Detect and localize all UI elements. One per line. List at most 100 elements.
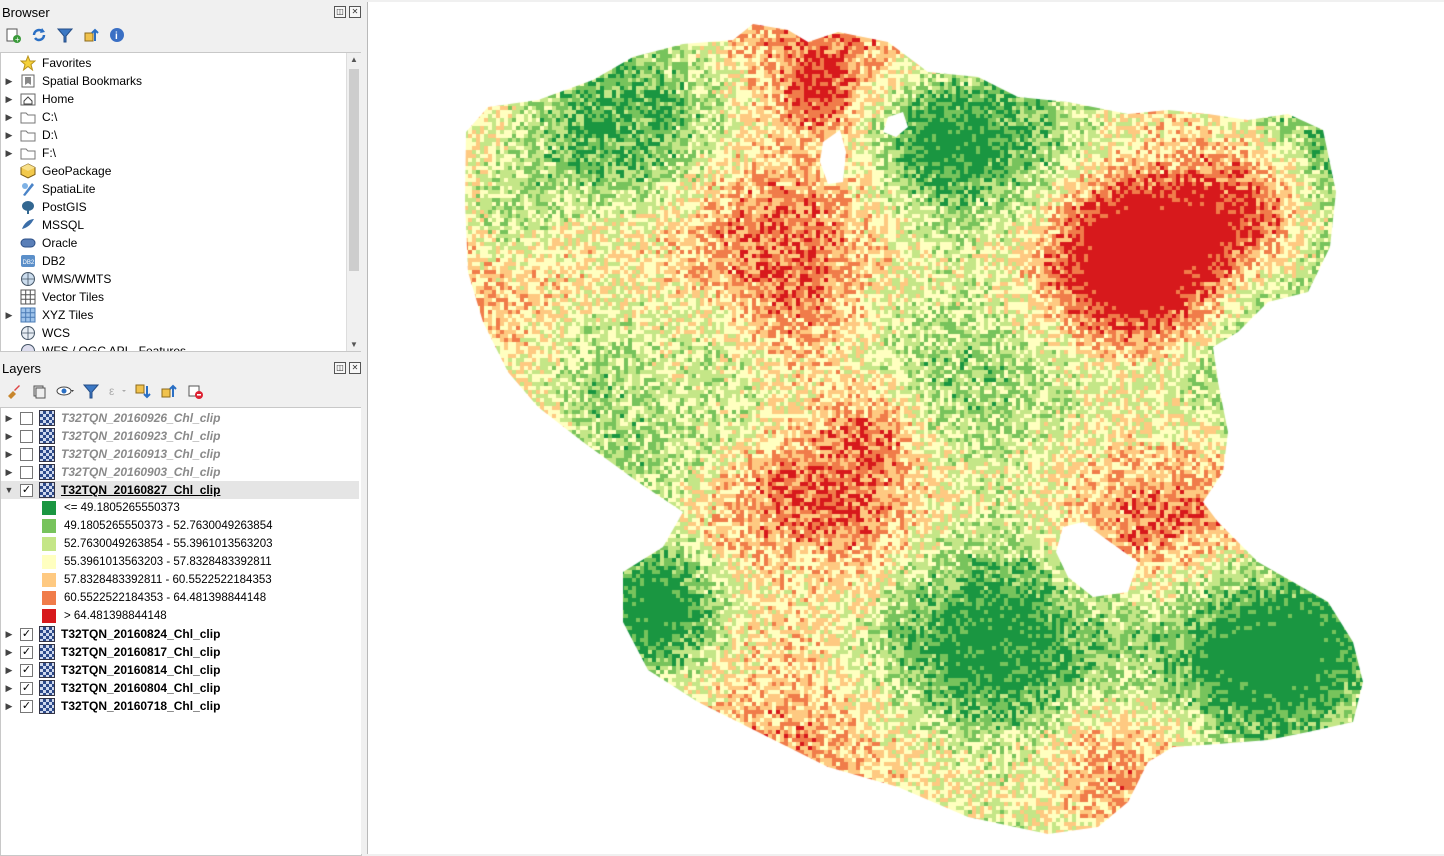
star-icon [20,55,36,71]
style-layer-button[interactable] [4,382,22,400]
layer-name: T32TQN_20160827_Chl_clip [61,483,221,497]
expand-arrow-icon[interactable]: ▶ [5,466,13,477]
browser-item-f[interactable]: ▶ F:\ [1,144,56,162]
expand-arrow-icon[interactable]: ▶ [5,628,13,639]
expand-arrow-icon[interactable]: ▶ [5,111,13,122]
browser-panel-title: Browser [2,5,50,20]
expand-all-button[interactable] [134,382,152,400]
add-layer-button[interactable]: + [4,26,22,44]
expand-arrow-icon[interactable]: ▶ [5,129,13,140]
browser-item-db2[interactable]: DB2 DB2 [1,252,65,270]
legend-label: 52.7630049263854 - 55.3961013563203 [64,538,273,550]
browser-item-label: XYZ Tiles [42,308,94,322]
float-panel-button[interactable]: ◫ [334,6,346,18]
remove-layer-button[interactable] [186,382,204,400]
browser-item-favorites[interactable]: Favorites [1,54,91,72]
browser-item-d[interactable]: ▶ D:\ [1,126,58,144]
raster-layer-icon [39,626,55,642]
filter-legend-button[interactable] [82,382,100,400]
eye-icon [56,386,74,396]
close-panel-button[interactable]: ✕ [349,6,361,18]
expand-arrow-icon[interactable]: ▶ [5,147,13,158]
expand-arrow-icon[interactable]: ▶ [5,448,13,459]
layer-item[interactable]: ▶ T32TQN_20160913_Chl_clip [1,445,359,463]
browser-item-xyz-tiles[interactable]: ▶ XYZ Tiles [1,306,93,324]
expand-arrow-icon[interactable]: ▶ [5,75,13,86]
close-layers-panel-button[interactable]: ✕ [349,362,361,374]
browser-item-label: D:\ [42,128,58,142]
layer-visibility-checkbox[interactable]: ✓ [20,699,33,713]
legend-swatch [42,555,56,569]
browser-item-label: Oracle [42,236,78,250]
expand-arrow-icon[interactable]: ▶ [5,412,13,423]
svg-text:ε: ε [109,384,115,398]
layer-visibility-checkbox[interactable]: ✓ [20,681,33,695]
layer-item[interactable]: ▼ ✓ T32TQN_20160827_Chl_clip [1,481,359,499]
layer-item[interactable]: ▶ T32TQN_20160923_Chl_clip [1,427,359,445]
float-layers-panel-button[interactable]: ◫ [334,362,346,374]
browser-item-spatialite[interactable]: SpatiaLite [1,180,95,198]
expand-arrow-icon[interactable]: ▶ [5,430,13,441]
browser-item-c[interactable]: ▶ C:\ [1,108,58,126]
map-canvas[interactable] [367,2,1444,854]
layer-name: T32TQN_20160923_Chl_clip [61,429,221,443]
collapse-all-button[interactable] [82,26,100,44]
layer-item[interactable]: ▶ ✓ T32TQN_20160817_Chl_clip [1,643,359,661]
layer-visibility-checkbox[interactable] [20,429,33,443]
layer-visibility-checkbox[interactable]: ✓ [20,627,33,641]
properties-button[interactable]: i [108,26,126,44]
legend-swatch [42,573,56,587]
oracle-icon [20,235,36,251]
add-group-icon [33,385,46,399]
layer-visibility-checkbox[interactable]: ✓ [20,645,33,659]
layer-item[interactable]: ▶ ✓ T32TQN_20160814_Chl_clip [1,661,359,679]
legend-swatch [42,609,56,623]
layer-item[interactable]: ▶ T32TQN_20160903_Chl_clip [1,463,359,481]
remove-layer-icon [188,385,203,399]
layer-name: T32TQN_20160804_Chl_clip [61,681,221,695]
add-group-button[interactable] [30,382,48,400]
collapse-arrow-icon[interactable]: ▼ [4,485,14,495]
browser-scrollbar[interactable]: ▲ ▼ [346,53,361,351]
expand-arrow-icon[interactable]: ▶ [5,309,13,320]
browser-item-wcs[interactable]: WCS [1,324,70,342]
browser-item-label: SpatiaLite [42,182,96,196]
collapse-all-layers-button[interactable] [160,382,178,400]
paintbrush-icon [8,385,20,399]
layer-item[interactable]: ▶ T32TQN_20160926_Chl_clip [1,409,359,427]
layer-visibility-checkbox[interactable]: ✓ [20,483,33,497]
browser-item-geopackage[interactable]: GeoPackage [1,162,111,180]
browser-item-spatial-bookmarks[interactable]: ▶ Spatial Bookmarks [1,72,143,90]
layer-visibility-checkbox[interactable] [20,447,33,461]
manage-map-themes-button[interactable] [56,382,74,400]
browser-item-mssql[interactable]: MSSQL [1,216,84,234]
layer-visibility-checkbox[interactable] [20,411,33,425]
browser-item-wms-wmts[interactable]: WMS/WMTS [1,270,111,288]
expand-arrow-icon[interactable]: ▶ [5,664,13,675]
mssql-icon [20,217,36,233]
legend-swatch [42,537,56,551]
browser-item-oracle[interactable]: Oracle [1,234,77,252]
filter-by-expression-button[interactable]: ε [108,382,126,400]
panel-splitter[interactable] [361,0,367,854]
browser-item-postgis[interactable]: PostGIS [1,198,87,216]
expand-arrow-icon[interactable]: ▶ [5,646,13,657]
layer-visibility-checkbox[interactable] [20,465,33,479]
browser-tree: ▲ ▼ Favorites ▶ Spatial Bookmarks ▶ Home ▶ C:\… [0,52,362,352]
expand-arrow-icon[interactable]: ▶ [5,93,13,104]
browser-item-vector-tiles[interactable]: Vector Tiles [1,288,104,306]
expand-arrow-icon[interactable]: ▶ [5,682,13,693]
raster-layer-icon [39,446,55,462]
layer-visibility-checkbox[interactable]: ✓ [20,663,33,677]
refresh-button[interactable] [30,26,48,44]
home-folder-icon [20,91,36,107]
browser-item-label: GeoPackage [42,164,112,178]
expand-arrow-icon[interactable]: ▶ [5,700,13,711]
browser-scroll-thumb[interactable] [349,69,359,271]
browser-item-home[interactable]: ▶ Home [1,90,74,108]
layer-item[interactable]: ▶ ✓ T32TQN_20160718_Chl_clip [1,697,359,715]
layer-item[interactable]: ▶ ✓ T32TQN_20160824_Chl_clip [1,625,359,643]
layer-item[interactable]: ▶ ✓ T32TQN_20160804_Chl_clip [1,679,359,697]
filter-button[interactable] [56,26,74,44]
browser-item-wfs-ogc-api-features[interactable]: WFS / OGC API - Features [1,342,186,351]
